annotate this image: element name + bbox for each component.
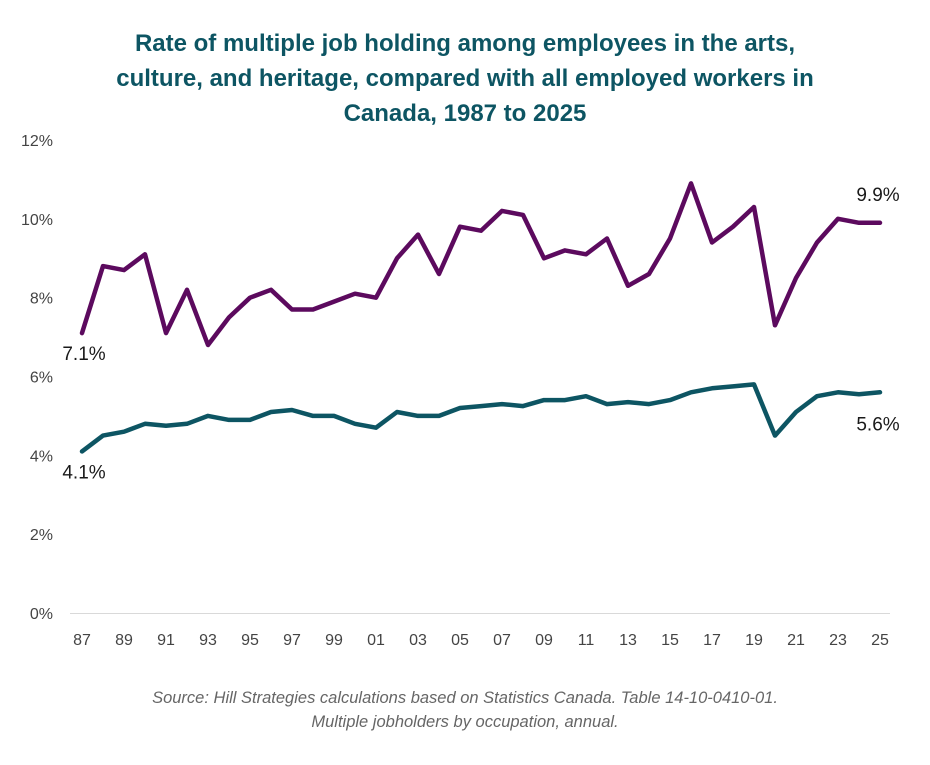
y-tick-label: 4% bbox=[30, 448, 53, 465]
x-tick-label: 17 bbox=[703, 632, 721, 649]
x-tick-label: 25 bbox=[871, 632, 889, 649]
x-tick-label: 95 bbox=[241, 632, 259, 649]
source-note: Source: Hill Strategies calculations bas… bbox=[60, 686, 870, 734]
series-line-1 bbox=[79, 181, 883, 348]
chart-title: Rate of multiple job holding among emplo… bbox=[60, 26, 870, 131]
y-axis-ticks: 0% 2% 4% 6% 8% 10% 12% bbox=[21, 133, 53, 623]
chart-title-line-2: culture, and heritage, compared with all… bbox=[116, 65, 814, 92]
data-label-group: 7.1% 9.9% 4.1% 5.6% bbox=[62, 185, 899, 484]
x-tick-label: 91 bbox=[157, 632, 175, 649]
chart-title-line-3: Canada, 1987 to 2025 bbox=[343, 100, 587, 127]
x-tick-label: 15 bbox=[661, 632, 679, 649]
x-tick-label: 11 bbox=[578, 632, 595, 649]
y-tick-label: 12% bbox=[21, 133, 53, 150]
source-line-2: Multiple jobholders by occupation, annua… bbox=[311, 713, 619, 731]
source-line-1: Source: Hill Strategies calculations bas… bbox=[152, 689, 778, 707]
x-tick-label: 13 bbox=[619, 632, 637, 649]
data-label: 4.1% bbox=[62, 462, 105, 483]
x-tick-label: 93 bbox=[199, 632, 217, 649]
x-tick-label: 23 bbox=[829, 632, 847, 649]
y-tick-label: 6% bbox=[30, 370, 53, 387]
y-tick-label: 10% bbox=[21, 212, 53, 229]
y-tick-label: 0% bbox=[30, 606, 53, 623]
x-tick-label: 03 bbox=[409, 632, 427, 649]
y-tick-label: 2% bbox=[30, 527, 53, 544]
data-label: 9.9% bbox=[856, 185, 899, 206]
x-tick-label: 05 bbox=[451, 632, 469, 649]
data-label: 7.1% bbox=[62, 344, 105, 365]
data-label: 5.6% bbox=[856, 414, 899, 435]
x-tick-label: 21 bbox=[787, 632, 805, 649]
x-tick-label: 97 bbox=[283, 632, 301, 649]
y-tick-label: 8% bbox=[30, 291, 53, 308]
x-tick-label: 89 bbox=[115, 632, 133, 649]
series-line-2 bbox=[79, 382, 883, 454]
x-tick-label: 99 bbox=[325, 632, 343, 649]
x-tick-label: 01 bbox=[367, 632, 385, 649]
x-tick-label: 09 bbox=[535, 632, 553, 649]
x-tick-label: 07 bbox=[493, 632, 511, 649]
x-tick-label: 87 bbox=[73, 632, 91, 649]
x-axis-ticks: 87 89 91 93 95 97 99 01 03 05 07 09 11 13 15 17 19 21 23 25 bbox=[73, 632, 889, 649]
series-lines bbox=[79, 181, 883, 454]
x-tick-label: 19 bbox=[745, 632, 763, 649]
chart-title-line-1: Rate of multiple job holding among emplo… bbox=[134, 30, 796, 57]
